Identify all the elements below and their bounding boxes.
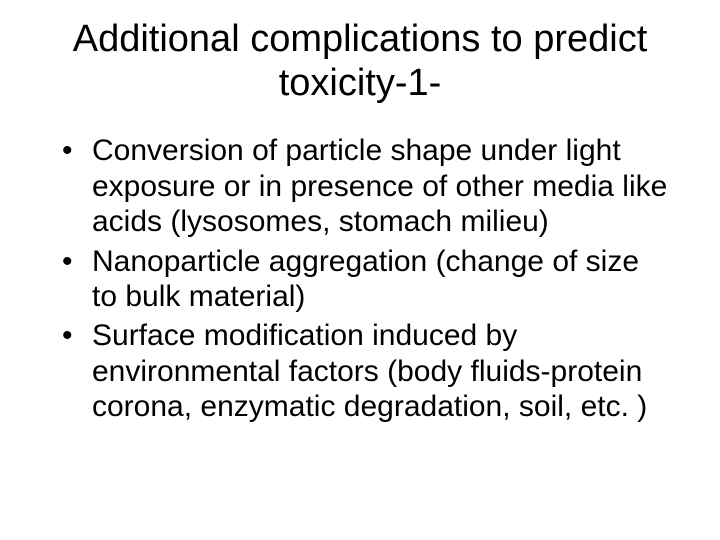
list-item: Conversion of particle shape under light…: [58, 133, 670, 239]
bullet-text: Surface modification induced by environm…: [92, 319, 647, 423]
list-item: Nanoparticle aggregation (change of size…: [58, 244, 670, 315]
list-item: Surface modification induced by environm…: [58, 318, 670, 424]
bullet-text: Nanoparticle aggregation (change of size…: [92, 245, 639, 313]
slide-title: Additional complications to predict toxi…: [40, 18, 680, 105]
slide: Additional complications to predict toxi…: [0, 0, 720, 540]
bullet-list: Conversion of particle shape under light…: [40, 133, 680, 424]
bullet-text: Conversion of particle shape under light…: [92, 134, 667, 238]
